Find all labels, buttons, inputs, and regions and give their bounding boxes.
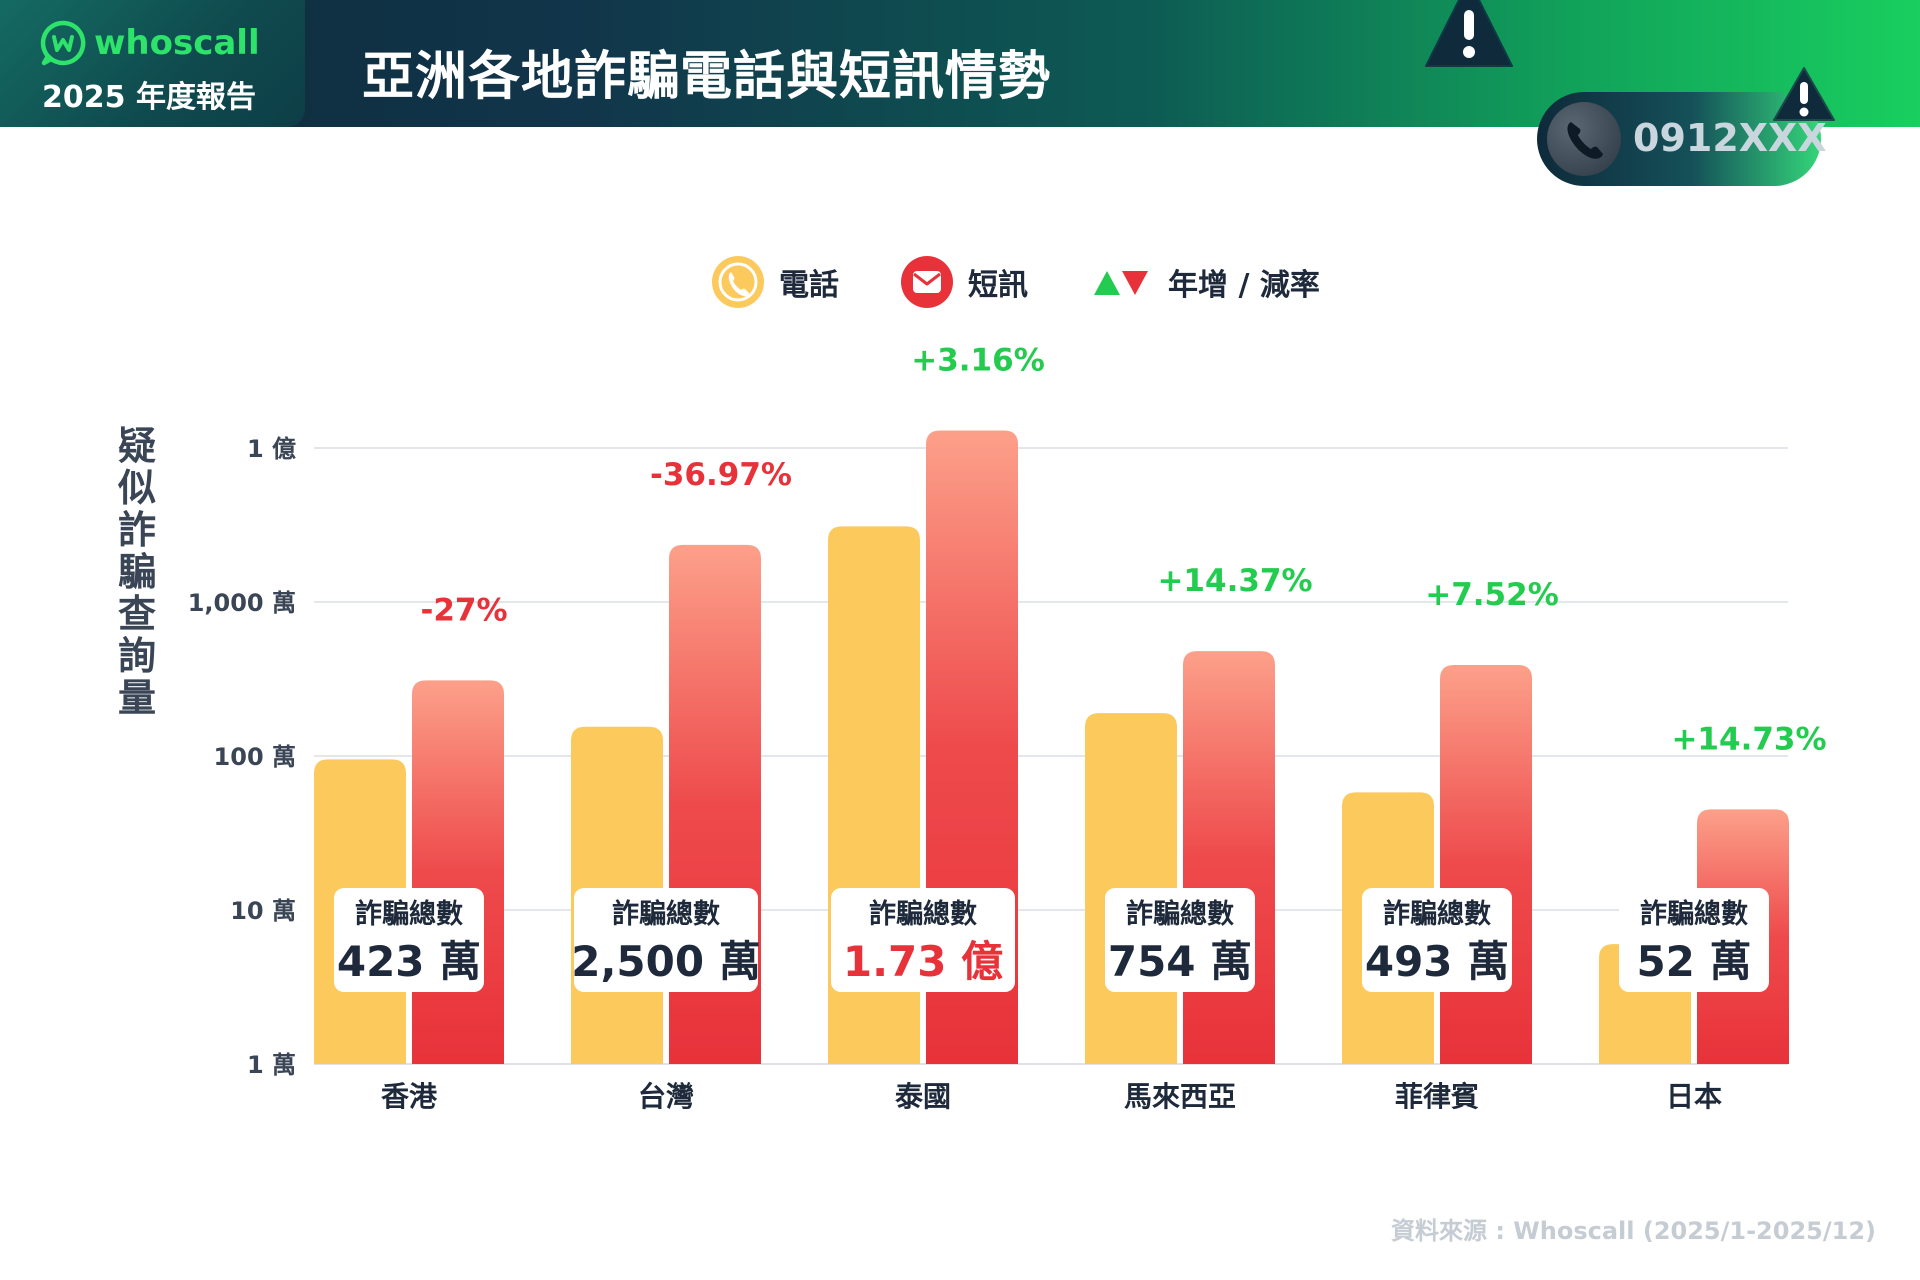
total-box	[831, 888, 1015, 992]
bar-chart: 1 萬 10 萬 100 萬 1,000 萬 1 億 -27% 香港 詐騙總數 423 萬 -3…	[188, 342, 1827, 1113]
total-box	[1619, 888, 1769, 992]
legend-yoy-label: 年增 / 減率	[1168, 268, 1320, 303]
data-source: 資料來源 : Whoscall (2025/1-2025/12)	[1391, 1217, 1876, 1245]
category-label: 馬來西亞	[1124, 1080, 1236, 1113]
total-box	[1362, 888, 1512, 992]
total-caption: 詐騙總數	[355, 898, 463, 930]
y-axis-title-char: 查	[117, 592, 156, 636]
yoy-label: -27%	[420, 592, 507, 628]
phone-legend-icon	[712, 256, 764, 308]
yoy-label: +14.73%	[1671, 721, 1826, 757]
total-value: 493 萬	[1365, 937, 1509, 986]
y-tick-label: 10 萬	[230, 897, 296, 925]
phone-number-text: 0912XXX	[1633, 116, 1827, 160]
warning-icon	[1773, 67, 1835, 121]
total-value: 2,500 萬	[571, 937, 760, 986]
brand-logo: whoscall	[40, 20, 260, 66]
y-tick-label: 1 萬	[247, 1051, 296, 1079]
envelope-icon	[901, 256, 953, 308]
y-axis-title: 疑似詐騙查詢量	[112, 425, 162, 719]
y-axis-title-char: 疑	[117, 424, 156, 468]
legend-phone: 電話	[711, 252, 839, 312]
legend-sms: 短訊	[900, 252, 1028, 312]
phone-number-pill: 0912XXX	[1537, 92, 1827, 186]
yoy-label: +14.37%	[1157, 563, 1312, 599]
y-axis-title-char: 量	[117, 676, 156, 720]
phone-handset-icon	[1547, 102, 1621, 176]
yoy-label: +7.52%	[1425, 577, 1559, 613]
y-tick-label: 100 萬	[214, 743, 296, 771]
total-caption: 詐騙總數	[1640, 898, 1748, 930]
total-value: 1.73 億	[843, 937, 1003, 986]
brand-name: whoscall	[94, 23, 260, 63]
warning-icon	[1425, 0, 1513, 67]
category-label: 台灣	[638, 1080, 694, 1113]
yoy-label: -36.97%	[650, 457, 792, 493]
y-axis-title-char: 似	[117, 466, 156, 510]
total-box	[1105, 888, 1255, 992]
yoy-label: +3.16%	[911, 342, 1045, 378]
legend-phone-label: 電話	[779, 268, 839, 303]
y-tick-label: 1 億	[247, 435, 296, 463]
total-value: 754 萬	[1108, 937, 1252, 986]
bar-sms	[412, 680, 504, 1064]
category-label: 菲律賓	[1395, 1080, 1479, 1113]
total-value: 52 萬	[1636, 937, 1751, 986]
total-caption: 詐騙總數	[1383, 898, 1491, 930]
whoscall-logo-icon	[40, 20, 86, 66]
legend-sms-label: 短訊	[968, 268, 1028, 303]
total-value: 423 萬	[337, 937, 481, 986]
total-box	[574, 888, 758, 992]
total-caption: 詐騙總數	[612, 898, 720, 930]
total-caption: 詐騙總數	[1126, 898, 1234, 930]
bar-sms	[1440, 664, 1532, 1064]
report-label: 2025 年度報告	[42, 80, 256, 115]
category-label: 泰國	[895, 1080, 951, 1113]
up-down-arrow-icon	[1094, 271, 1148, 295]
y-axis-title-char: 詢	[117, 634, 156, 678]
category-label: 香港	[381, 1080, 438, 1113]
y-tick-label: 1,000 萬	[188, 589, 296, 617]
bar-sms	[1183, 651, 1275, 1064]
page-title: 亞洲各地詐騙電話與短訊情勢	[362, 47, 1052, 107]
legend-yoy: 年增 / 減率	[1092, 252, 1320, 312]
total-caption: 詐騙總數	[869, 898, 977, 930]
y-axis-title-char: 詐	[117, 508, 156, 552]
chart-legend: 電話 短訊 年增 / 減率	[0, 252, 1920, 312]
total-box	[334, 888, 484, 992]
y-axis-title-char: 騙	[117, 550, 156, 594]
brand-box: whoscall 2025 年度報告	[0, 0, 305, 127]
category-label: 日本	[1666, 1080, 1722, 1113]
